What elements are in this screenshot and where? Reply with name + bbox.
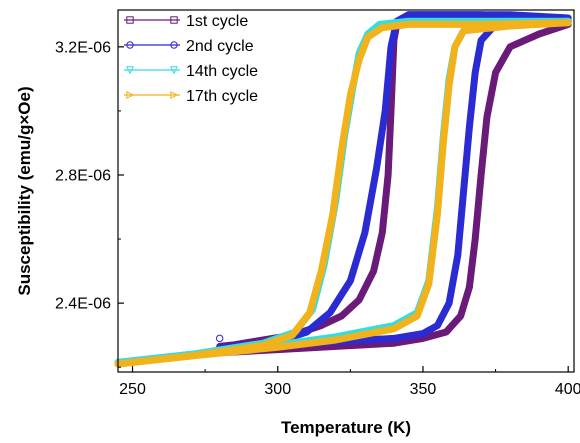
legend-marker-left (125, 66, 135, 75)
legend-label: 1st cycle (186, 13, 248, 30)
x-tick-label: 400 (555, 381, 580, 398)
series-cooling-curve (114, 19, 572, 368)
plot-frame (117, 9, 575, 373)
legend-label: 14th cycle (186, 63, 258, 80)
x-axis-title: Temperature (K) (281, 418, 411, 437)
series-heating-curve (114, 19, 572, 368)
legend-marker-right (170, 90, 179, 100)
legend-item-1st-cycle: 1st cycle (124, 13, 248, 30)
legend-label: 17th cycle (186, 88, 258, 105)
series-heating-curve (216, 20, 572, 357)
legend-item-14th-cycle: 14th cycle (124, 63, 258, 80)
legend-item-17th-cycle: 17th cycle (124, 88, 258, 105)
y-tick-label: 3.2E-06 (55, 39, 111, 56)
series-1st-cycle (216, 11, 572, 357)
legend-marker-left (126, 41, 134, 49)
y-tick-label: 2.4E-06 (55, 296, 111, 313)
series-cooling-curve (216, 11, 572, 350)
legend: 1st cycle 2nd cycle 14th cycle 17th cycle (124, 13, 258, 105)
x-tick-label: 300 (264, 381, 291, 398)
legend-marker-right (170, 41, 178, 49)
y-tick-label: 2.8E-06 (55, 167, 111, 184)
series-17th-cycle (114, 19, 572, 368)
legend-marker-right (169, 66, 179, 75)
legend-marker-left (126, 90, 135, 100)
ticks-layer: 250 300 350 400 2.4E-06 2.8E-06 3.2E-06 (55, 39, 580, 398)
series-layer (114, 11, 572, 368)
x-tick-label: 250 (119, 381, 146, 398)
legend-item-2nd-cycle: 2nd cycle (124, 38, 254, 55)
y-axis-title: Susceptibility (emu/g×Oe) (15, 86, 34, 295)
x-tick-label: 350 (410, 381, 437, 398)
series-2nd-cycle (215, 11, 572, 352)
legend-label: 2nd cycle (186, 38, 254, 55)
legend-marker-right (170, 16, 178, 24)
series-data-point (215, 334, 224, 343)
legend-marker-left (126, 16, 134, 24)
